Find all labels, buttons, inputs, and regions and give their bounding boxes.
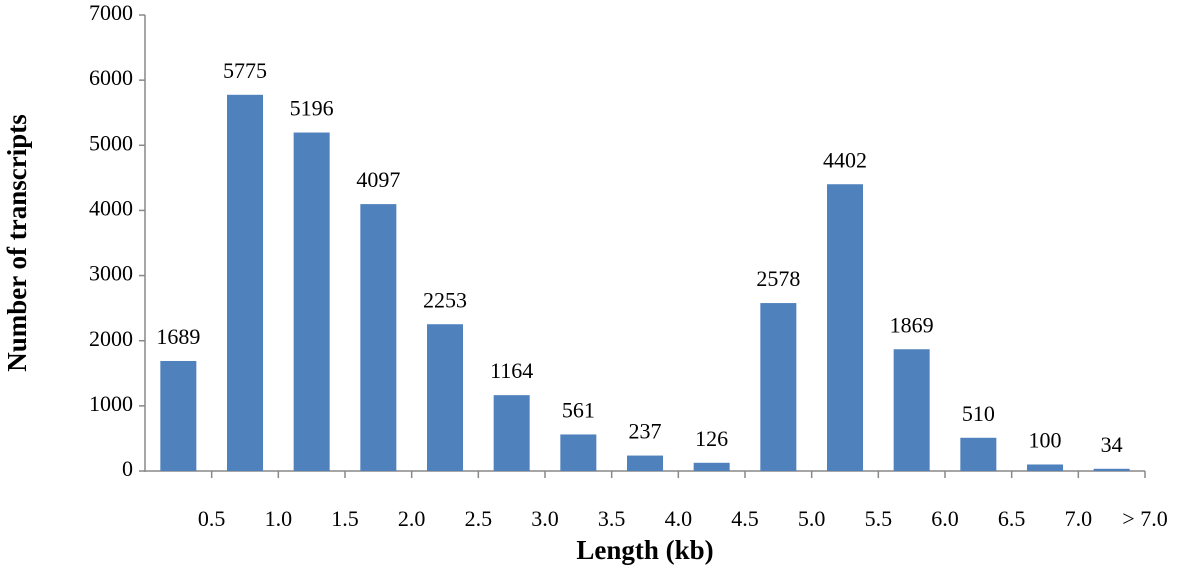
x-tick-label: 5.0 (798, 506, 826, 531)
x-tick-label: 1.5 (331, 506, 359, 531)
y-tick-label: 1000 (89, 391, 133, 416)
bar (360, 204, 397, 471)
value-label: 126 (695, 426, 728, 451)
y-tick-label: 3000 (89, 261, 133, 286)
bar (960, 437, 997, 471)
y-tick-label: 7000 (89, 0, 133, 25)
y-tick-label: 0 (122, 456, 133, 481)
bar (1027, 464, 1063, 471)
value-label: 100 (1029, 428, 1062, 453)
bar (227, 94, 263, 472)
x-axis-title: Length (kb) (576, 535, 713, 565)
bar (560, 434, 597, 471)
x-tick-label: 4.5 (731, 506, 759, 531)
x-tick-label: 1.0 (265, 506, 293, 531)
bar (827, 184, 863, 471)
x-tick-label: > 7.0 (1122, 506, 1167, 531)
x-tick-label: 3.5 (598, 506, 626, 531)
value-label: 1164 (490, 358, 533, 383)
x-tick-label: 2.5 (465, 506, 493, 531)
bar (493, 395, 530, 471)
value-label: 2578 (756, 266, 800, 291)
value-label: 510 (962, 401, 995, 426)
bar (893, 349, 930, 471)
x-tick-label: 3.0 (531, 506, 559, 531)
bar (293, 132, 330, 472)
y-tick-label: 6000 (89, 65, 133, 90)
x-tick-label: 5.5 (865, 506, 893, 531)
value-label: 1869 (890, 312, 934, 337)
value-label: 5196 (290, 96, 334, 121)
x-tick-label: 7.0 (1065, 506, 1093, 531)
bar (1093, 468, 1130, 471)
value-label: 4097 (356, 167, 400, 192)
value-label: 561 (562, 398, 595, 423)
bar (693, 462, 730, 471)
value-label: 237 (629, 419, 662, 444)
bar (627, 455, 663, 471)
bar (760, 303, 797, 471)
bar (427, 324, 463, 471)
value-label: 1689 (156, 324, 200, 349)
bar (160, 360, 197, 471)
x-tick-label: 2.0 (398, 506, 426, 531)
x-tick-label: 0.5 (198, 506, 226, 531)
value-label: 5775 (223, 58, 267, 83)
x-tick-label: 6.5 (998, 506, 1026, 531)
value-label: 2253 (423, 287, 467, 312)
value-label: 4402 (823, 147, 867, 172)
y-tick-label: 4000 (89, 195, 133, 220)
x-tick-label: 6.0 (931, 506, 959, 531)
y-tick-label: 2000 (89, 326, 133, 351)
x-tick-label: 4.0 (665, 506, 693, 531)
y-tick-label: 5000 (89, 130, 133, 155)
value-label: 34 (1101, 432, 1123, 457)
y-axis-title: Number of transcripts (2, 114, 32, 371)
